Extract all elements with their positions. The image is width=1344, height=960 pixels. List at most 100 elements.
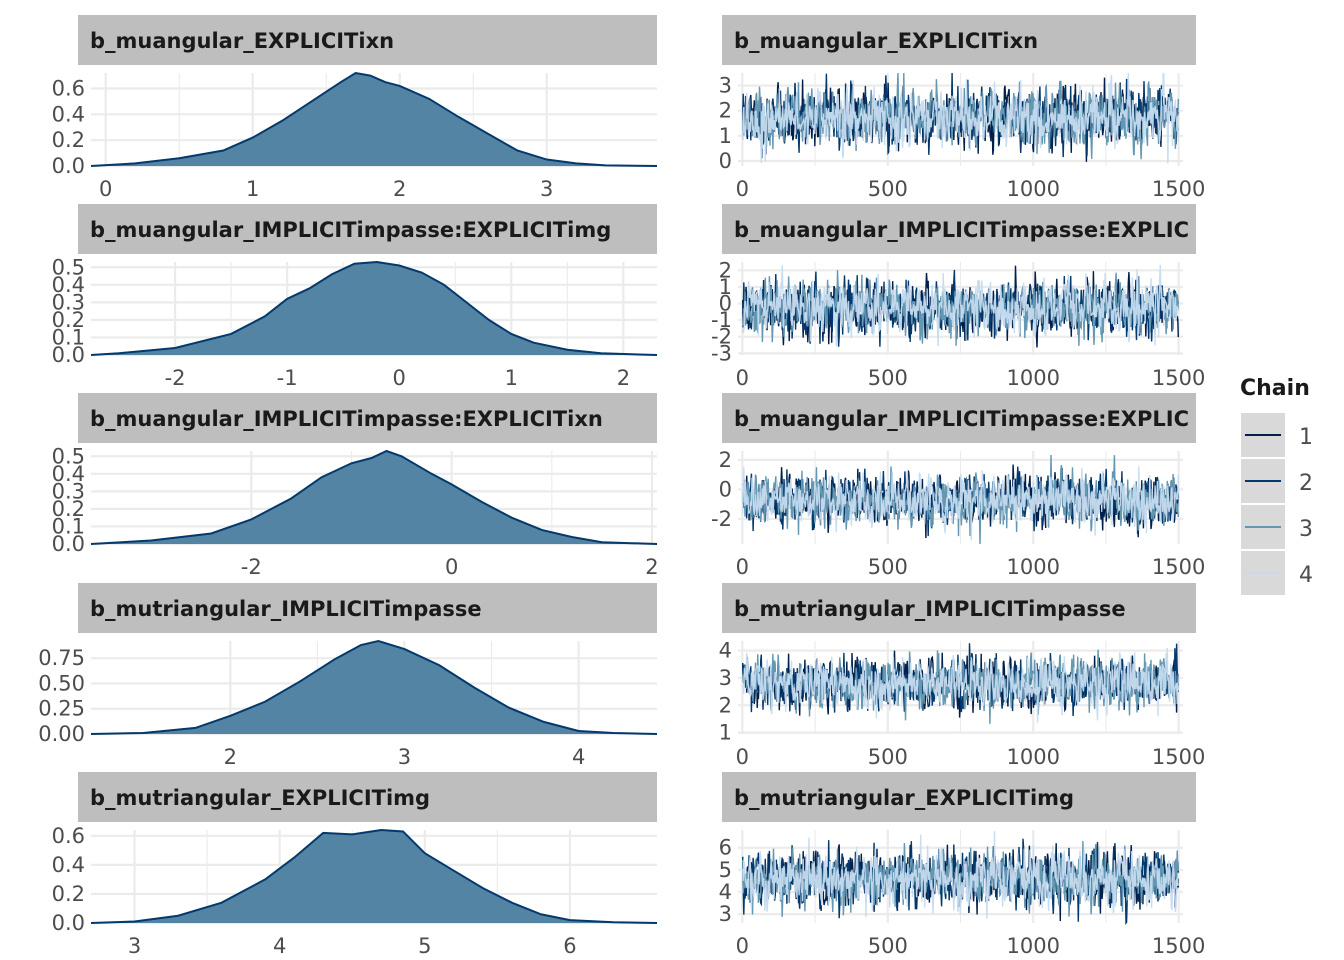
x-tick-label: 500 (868, 934, 908, 958)
y-tick-label: 0.1 (52, 325, 85, 349)
x-tick-label: 1500 (1152, 745, 1205, 769)
legend-label: 4 (1299, 563, 1313, 588)
facet-title: b_muangular_IMPLICITimpasse:EXPLIC (734, 407, 1189, 431)
density-line (90, 71, 658, 167)
x-tick-label: 4 (572, 745, 585, 769)
facet-title: b_mutriangular_IMPLICITimpasse (734, 597, 1126, 621)
y-tick-label: 0.0 (52, 532, 85, 556)
y-tick-label: 0.2 (52, 882, 85, 906)
legend-item-3: 3 (1241, 505, 1313, 549)
density-area (91, 451, 657, 544)
x-tick-label: 0 (736, 555, 749, 579)
facet-title: b_mutriangular_EXPLICITimg (734, 786, 1074, 810)
x-tick-label: 0 (445, 555, 458, 579)
y-tick-label: 0.6 (52, 824, 85, 848)
facet-title: b_mutriangular_IMPLICITimpasse (90, 597, 482, 621)
y-tick-label: 0.2 (52, 128, 85, 152)
x-tick-label: 0 (736, 366, 749, 390)
density-panel-3: b_muangular_IMPLICITimpasse:EXPLICITixn -… (52, 393, 659, 579)
facet-title: b_muangular_IMPLICITimpasse:EXPLIC (734, 218, 1189, 242)
y-tick-label: 0.0 (52, 154, 85, 178)
chain-legend: Chain 1 2 3 4 (1240, 376, 1313, 595)
y-tick-label: 1 (719, 721, 732, 745)
y-tick-label: -3 (711, 341, 732, 365)
legend-label: 3 (1299, 517, 1313, 542)
x-tick-label: 1000 (1006, 177, 1059, 201)
x-tick-label: 4 (273, 934, 286, 958)
facet-strip (78, 15, 657, 65)
x-tick-label: 1000 (1006, 555, 1059, 579)
y-tick-label: 0.4 (52, 462, 85, 486)
y-tick-label: 0.2 (52, 497, 85, 521)
x-tick-label: 1500 (1152, 177, 1205, 201)
facet-strip (722, 204, 1196, 254)
y-tick-label: -2 (711, 507, 732, 531)
x-tick-label: 1000 (1006, 934, 1059, 958)
y-tick-label: 0.0 (52, 911, 85, 935)
density-area (91, 830, 657, 923)
y-tick-label: 0.4 (52, 273, 85, 297)
legend-label: 1 (1299, 425, 1313, 450)
legend-items: 1 2 3 4 (1241, 413, 1313, 595)
y-tick-label: 2 (719, 258, 732, 282)
x-tick-label: 1000 (1006, 745, 1059, 769)
x-tick-label: 2 (393, 177, 406, 201)
x-tick-label: 0 (99, 177, 112, 201)
x-tick-label: 0 (736, 177, 749, 201)
y-tick-label: 0.75 (38, 646, 85, 670)
density-panel-4: b_mutriangular_IMPLICITimpasse 2 3 4 0.000.2… (38, 583, 658, 769)
x-tick-label: 1500 (1152, 555, 1205, 579)
facet-strip (78, 772, 657, 822)
x-tick-label: -2 (165, 366, 186, 390)
density-area (91, 641, 657, 734)
y-tick-label: 3 (719, 74, 732, 98)
legend-item-1: 1 (1241, 413, 1313, 457)
y-tick-label: 2 (719, 99, 732, 123)
x-tick-label: 500 (868, 745, 908, 769)
facet-strip (78, 393, 657, 443)
density-area (91, 262, 657, 355)
x-tick-label: 6 (563, 934, 576, 958)
y-tick-label: 0.25 (38, 697, 85, 721)
x-tick-label: 3 (540, 177, 553, 201)
facet-strip (78, 204, 657, 254)
density-line (90, 449, 658, 545)
x-tick-label: 3 (128, 934, 141, 958)
y-tick-label: 0 (719, 477, 732, 501)
y-tick-label: 0.5 (52, 255, 85, 279)
y-tick-label: 0 (719, 292, 732, 316)
x-tick-label: 0 (736, 745, 749, 769)
x-tick-label: 0 (393, 366, 406, 390)
y-tick-label: 5 (719, 858, 732, 882)
trace-chain-4 (742, 72, 1179, 164)
density-area (91, 73, 657, 166)
density-line (90, 828, 658, 924)
x-tick-label: 1000 (1006, 366, 1059, 390)
x-tick-label: 500 (868, 177, 908, 201)
y-tick-label: 0.3 (52, 290, 85, 314)
y-tick-label: 0.00 (38, 722, 85, 746)
y-tick-label: 4 (719, 639, 732, 663)
x-tick-label: 2 (645, 555, 658, 579)
y-tick-label: 0.2 (52, 308, 85, 332)
y-tick-label: 6 (719, 836, 732, 860)
facet-title: b_mutriangular_EXPLICITimg (90, 786, 430, 810)
facet-title: b_muangular_EXPLICITixn (90, 29, 394, 53)
facet-strip (722, 772, 1196, 822)
y-tick-label: 1 (719, 275, 732, 299)
density-panel-5: b_mutriangular_EXPLICITimg 3 4 5 6 0.0 0.2 0.4 0… (52, 772, 658, 958)
legend-label: 2 (1299, 471, 1313, 496)
y-tick-label: 2 (719, 693, 732, 717)
x-tick-label: 5 (418, 934, 431, 958)
trace-chain-4 (742, 831, 1179, 919)
y-tick-label: 4 (719, 880, 732, 904)
x-tick-label: 3 (398, 745, 411, 769)
x-tick-label: 1 (246, 177, 259, 201)
x-tick-label: 500 (868, 555, 908, 579)
x-tick-label: 1500 (1152, 934, 1205, 958)
y-tick-label: 0.5 (52, 444, 85, 468)
x-tick-label: 500 (868, 366, 908, 390)
x-tick-label: 2 (617, 366, 630, 390)
y-tick-label: 0.4 (52, 102, 85, 126)
